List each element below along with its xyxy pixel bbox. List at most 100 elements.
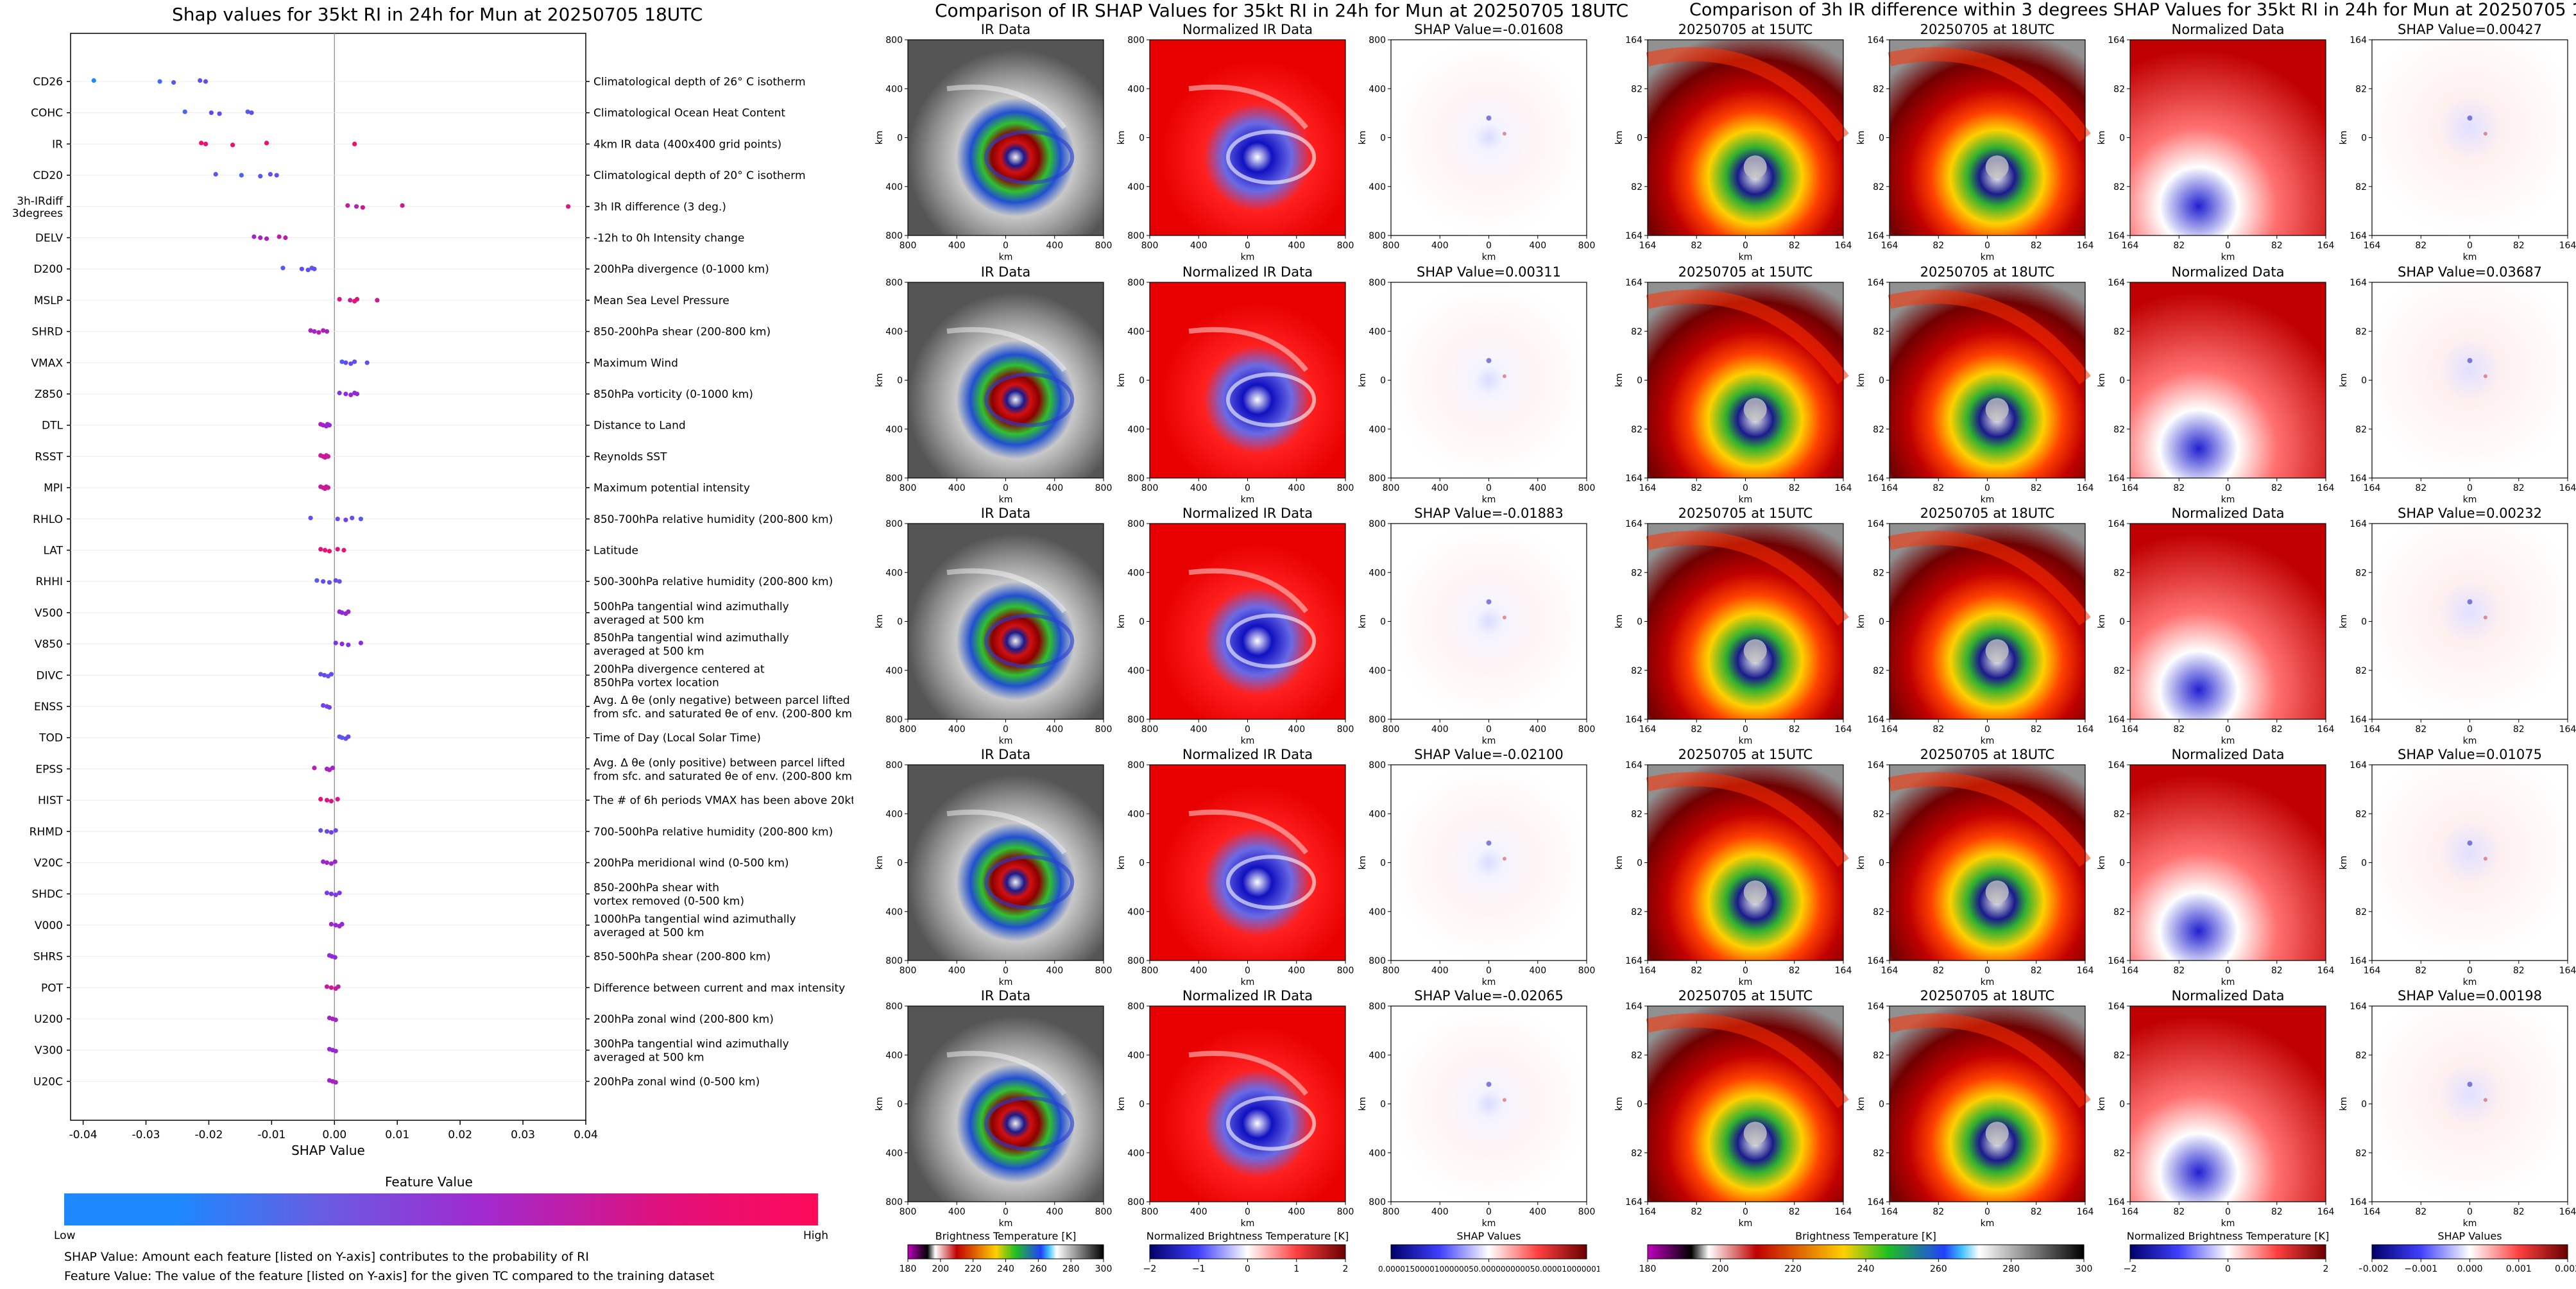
colorbar-tick-label: 260 [1930,1264,1947,1274]
spiral-band [1226,130,1317,185]
x-tick-label: 800 [1383,1207,1400,1217]
shap-point [322,672,327,678]
shap-point [333,640,338,645]
x-tick-label: 400 [948,966,966,976]
shap-point [249,110,254,115]
panel-title: Normalized Data [2171,264,2285,280]
y-tick-label: 800 [1369,35,1386,46]
irdiff-shap3-c3-r3-panel: SHAP Value=0.01075 164 82 0 82 164 164 82 0 82 164… [2333,747,2576,994]
feature-code-label: DIVC [36,669,63,682]
x-tick-label: 800 [1095,724,1113,735]
y-axis-unit: km [1614,373,1625,388]
shap-hotspot [2483,374,2487,379]
y-tick-label: 800 [885,715,903,725]
shap-point [358,640,364,645]
y-tick-label: 164 [2350,715,2367,725]
x-tick-label: 400 [1288,483,1305,493]
shap-point [337,390,342,396]
y-tick-label: 400 [885,425,903,435]
x-tick-label: 164 [1881,966,1898,976]
shap-point [182,109,187,114]
x-tick-label: 82 [2031,966,2042,976]
y-tick-label: 164 [1867,474,1884,484]
x-tick-label: 400 [1190,1207,1207,1217]
shap-point [333,1048,338,1054]
y-axis-unit: km [1116,373,1127,388]
y-tick-label: 400 [1369,327,1386,337]
x-tick-label: 0.01 [385,1129,409,1141]
heatmap-field [1648,40,1843,235]
x-tick-label: 0 [1486,483,1492,493]
x-tick-label: 82 [2173,1207,2185,1217]
shap-point [277,234,282,239]
x-tick-label: 164 [1881,241,1898,251]
shap-point [321,703,326,708]
feature-description-label: 200hPa divergence (0-1000 km) [593,263,769,276]
panel-title: 20250705 at 18UTC [1920,264,2055,280]
y-axis-unit: km [1856,373,1866,388]
x-tick-label: 82 [1789,483,1800,493]
feature-code-label: HIST [38,794,64,807]
irdiff-comparison-title: Comparison of 3h IR difference within 3 … [1689,0,2576,20]
irdiff-norm3-c2-r1-panel: Normalized Data 164 82 0 82 164 164 82 0 82 164 km k… [2092,264,2345,511]
x-tick-label: 800 [1095,241,1113,251]
shap-value-title: SHAP Value=0.03687 [2398,264,2542,280]
y-axis-unit: km [1856,615,1866,629]
x-tick-label: 82 [2271,966,2283,976]
ir-shap-r4-panel: SHAP Value=-0.02065 800 400 0 400 800 800 400 0 4… [1352,988,1606,1235]
panel-title: Normalized IR Data [1182,506,1313,521]
colorbar-tick-label: 220 [1784,1264,1802,1274]
x-axis-unit: km [999,252,1013,262]
colorbar-gradient [1647,1244,2085,1259]
feature-code-label: SHRD [32,326,63,339]
y-tick-label: 164 [1625,715,1642,725]
feature-code-label: U20C [33,1075,63,1088]
y-tick-label: 0 [2119,133,2125,144]
colorbar-tick-label: −2 [1143,1264,1157,1274]
y-tick-label: 800 [1127,278,1145,288]
shap-point [324,860,330,866]
shap-point [328,861,334,866]
feature-code-label: RHHI [36,576,63,588]
shap-point [327,549,332,554]
y-axis-unit: km [874,856,885,870]
panel-title: 20250705 at 15UTC [1678,988,1813,1003]
feature-description-label: 300hPa tangential wind azimuthally averag… [593,1038,789,1064]
heatmap-field [2372,40,2568,235]
y-tick-label: 0 [1879,858,1884,869]
irdiff-shap3-c3-r0-panel: SHAP Value=0.00427 164 82 0 82 164 164 82 0 82 164… [2333,22,2576,269]
eye [1985,155,2009,179]
x-tick-label: 164 [2364,241,2381,251]
shap-point [348,392,354,398]
x-tick-label: 82 [2513,966,2525,976]
panel-title: 20250705 at 15UTC [1678,747,1813,762]
x-axis-unit: km [999,977,1013,987]
colorbar-tick-label: 300 [1095,1264,1113,1274]
shap-point [321,579,326,584]
shap-hotspot [1502,374,1506,379]
feature-code-label: CD26 [33,76,63,89]
x-tick-label: 82 [1789,966,1800,976]
x-axis-unit: km [1241,252,1255,262]
x-tick-label: 82 [2271,241,2283,251]
y-tick-label: 0 [1380,1100,1386,1110]
x-tick-label: 82 [2173,241,2185,251]
feature-code-label: RHMD [30,826,63,839]
shap-hotspot [1486,115,1492,121]
shap-point [308,328,313,333]
shap-hotspot [2483,615,2487,620]
shap-point [328,891,334,896]
x-tick-label: 800 [1337,966,1354,976]
x-tick-label: 82 [1691,966,1702,976]
x-tick-label: 82 [2415,483,2427,493]
feature-description-label: Reynolds SST [593,450,667,463]
feature-code-label: V850 [35,638,63,651]
x-tick-label: 164 [1639,483,1657,493]
shap-value-note: SHAP Value: Amount each feature [listed … [64,1250,589,1264]
x-tick-label: 164 [2317,483,2335,493]
feature-description-label: 850-200hPa shear with vortex removed (0-5… [593,882,744,908]
colorbar-tick-label: 280 [1062,1264,1080,1274]
